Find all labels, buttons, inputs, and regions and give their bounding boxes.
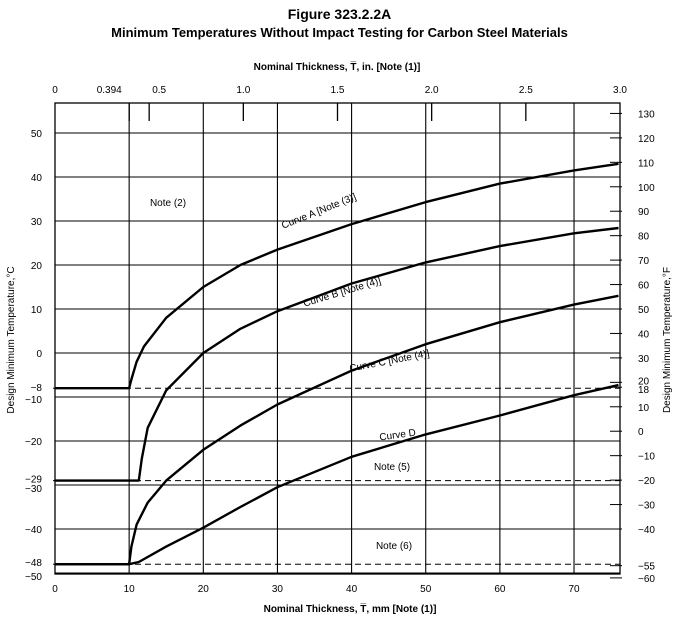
x-top-tick-label: 0.5 <box>152 85 166 96</box>
curve-d-label: Curve D <box>379 428 417 444</box>
y-left-tick-label: −50 <box>25 572 42 583</box>
y-right-tick-label: −10 <box>638 452 655 463</box>
x-bottom-tick-label: 10 <box>124 584 136 595</box>
y-left-tick-label: 0 <box>36 349 42 360</box>
y-left-tick-label: 40 <box>31 173 43 184</box>
x-top-tick-label: 0 <box>52 85 58 96</box>
y-left-tick-label: 30 <box>31 217 43 228</box>
note-2-label: Note (2) <box>150 198 186 209</box>
x-bottom-tick-label: 40 <box>346 584 358 595</box>
y-right-tick-label: −20 <box>638 476 655 487</box>
y-right-tick-label: −55 <box>638 562 655 573</box>
y-left-tick-label: −29 <box>25 475 42 486</box>
y-left-tick-label: −10 <box>25 395 42 406</box>
y-left-tick-label: −40 <box>25 525 42 536</box>
y-right-axis-label: Design Minimum Temperature,°F <box>662 267 673 413</box>
x-bottom-tick-label: 20 <box>198 584 210 595</box>
curve-c-line <box>55 294 619 566</box>
y-right-tick-label: 30 <box>638 354 650 365</box>
note-5-label: Note (5) <box>374 462 410 473</box>
x-top-tick-label: 1.0 <box>236 85 250 96</box>
y-right-tick-label: 20 <box>638 376 650 387</box>
curve-a-line <box>55 162 619 390</box>
figure-number: Figure 323.2.2A <box>287 6 392 22</box>
x-bottom-tick-label: 0 <box>52 584 58 595</box>
x-top-tick-label: 1.5 <box>331 85 345 96</box>
y-left-tick-label: 10 <box>31 305 43 316</box>
y-right-tick-label: 80 <box>638 232 650 243</box>
x-bottom-tick-label: 60 <box>494 584 506 595</box>
y-right-tick-label: −40 <box>638 525 655 536</box>
y-right-tick-label: 120 <box>638 134 655 145</box>
x-top-tick-label: 0.394 <box>97 85 122 96</box>
plot-frame <box>54 102 621 575</box>
y-left-axis-label: Design Minimum Temperature,°C <box>6 266 17 413</box>
y-right-tick-label: 18 <box>638 385 650 396</box>
y-right-tick-label: 60 <box>638 281 650 292</box>
y-right-tick-label: −30 <box>638 501 655 512</box>
curve-b-line <box>55 226 619 482</box>
curve-d-line <box>55 383 619 566</box>
x-top-tick-label: 3.0 <box>613 85 627 96</box>
y-right-tick-label: 90 <box>638 207 650 218</box>
y-right-tick-label: 10 <box>638 403 650 414</box>
x-top-tick-label: 2.5 <box>519 85 533 96</box>
y-right-tick-label: 100 <box>638 183 655 194</box>
y-right-tick-label: 110 <box>638 158 654 169</box>
y-left-tick-label: −8 <box>31 383 43 394</box>
x-top-axis-label: Nominal Thickness, T̅, in. [Note (1)] <box>254 61 421 73</box>
y-right-tick-label: 130 <box>638 109 655 120</box>
y-left-tick-label: −30 <box>25 484 42 495</box>
y-left-tick-label: 20 <box>31 261 43 272</box>
x-bottom-tick-label: 70 <box>568 584 580 595</box>
figure-title: Minimum Temperatures Without Impact Test… <box>111 25 568 40</box>
y-right-tick-label: 40 <box>638 329 650 340</box>
y-right-tick-label: 50 <box>638 305 650 316</box>
curve-b-label: Curve B [Note (4)] <box>302 276 382 310</box>
y-left-tick-label: 50 <box>31 129 43 140</box>
y-right-tick-label: −60 <box>638 574 655 585</box>
y-right-tick-label: 0 <box>638 427 644 438</box>
x-top-tick-label: 2.0 <box>425 85 439 96</box>
y-right-tick-label: 70 <box>638 256 650 267</box>
note-6-label: Note (6) <box>376 541 412 552</box>
y-left-tick-label: −20 <box>25 437 42 448</box>
y-left-tick-label: −48 <box>25 558 42 569</box>
x-bottom-tick-label: 30 <box>272 584 284 595</box>
x-bottom-axis-label: Nominal Thickness, T̅, mm [Note (1)] <box>264 603 437 615</box>
x-bottom-tick-label: 50 <box>420 584 432 595</box>
curve-c-label: Curve C [Note (4)] <box>349 348 431 374</box>
